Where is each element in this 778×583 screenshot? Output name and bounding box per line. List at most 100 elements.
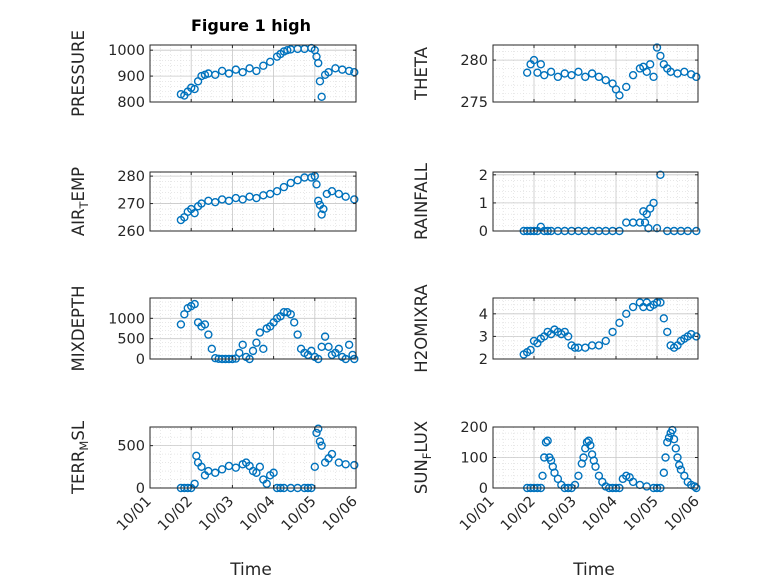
data-point bbox=[628, 302, 638, 312]
data-point bbox=[307, 346, 316, 356]
subplot-terr-msl: 0 500 10/01 10/02 10/03 10/04 10/05 10/06 TERRMS… bbox=[69, 420, 361, 534]
x-tick-label: 10/05 bbox=[279, 494, 320, 535]
y-axis-label: TERRMSL bbox=[69, 420, 91, 495]
data-point bbox=[197, 462, 206, 472]
data-point bbox=[259, 61, 268, 70]
data-point bbox=[661, 453, 670, 462]
subplot-air-temp: 260 270 280 AIRTEMP bbox=[69, 167, 359, 240]
data-point bbox=[615, 318, 624, 328]
x-tick-label: 10/04 bbox=[580, 494, 621, 535]
data-point bbox=[238, 340, 247, 349]
data-point bbox=[324, 342, 333, 351]
subplot-pressure: 800 900 1000 PRESSURE bbox=[69, 30, 359, 117]
data-point bbox=[341, 192, 350, 201]
y-tick-label: 2 bbox=[479, 352, 488, 368]
x-tick-label: 10/01 bbox=[114, 494, 155, 535]
data-point bbox=[586, 441, 595, 450]
x-tick-label: 10/02 bbox=[498, 494, 539, 535]
data-point bbox=[656, 51, 665, 61]
data-point bbox=[265, 57, 275, 67]
data-point bbox=[312, 428, 321, 438]
data-point bbox=[680, 471, 689, 480]
data-point bbox=[587, 69, 597, 78]
data-point bbox=[312, 180, 321, 189]
data-point bbox=[628, 70, 638, 80]
data-point bbox=[190, 299, 199, 309]
data-point bbox=[550, 468, 559, 477]
data-point bbox=[204, 330, 213, 339]
data-point bbox=[671, 444, 680, 453]
y-axis-label: H2OMIXRA bbox=[412, 284, 431, 373]
data-point bbox=[190, 208, 199, 218]
data-point bbox=[538, 471, 547, 480]
y-axis-label: SUNFLUX bbox=[412, 421, 434, 494]
series-terr-msl bbox=[176, 424, 359, 493]
series-air-temp bbox=[176, 171, 359, 225]
y-tick-label: 0 bbox=[479, 481, 488, 497]
data-point bbox=[628, 477, 638, 487]
data-point bbox=[570, 343, 580, 352]
data-point bbox=[635, 218, 645, 227]
data-point bbox=[584, 436, 593, 445]
y-tick-label: 270 bbox=[117, 197, 145, 213]
data-point bbox=[290, 318, 299, 327]
data-point bbox=[574, 471, 583, 480]
data-point bbox=[692, 332, 701, 341]
data-point bbox=[231, 463, 241, 472]
data-point bbox=[286, 310, 295, 319]
data-point bbox=[581, 72, 590, 82]
data-point bbox=[659, 314, 669, 323]
data-point bbox=[594, 72, 604, 82]
y-tick-label: 200 bbox=[460, 420, 488, 436]
axes-frame bbox=[492, 44, 699, 103]
data-point bbox=[344, 340, 354, 349]
data-point bbox=[540, 70, 549, 80]
data-point bbox=[656, 298, 665, 307]
data-point bbox=[248, 346, 258, 356]
data-point bbox=[190, 479, 199, 488]
y-tick-label: 280 bbox=[117, 169, 145, 185]
data-point bbox=[594, 471, 604, 480]
data-point bbox=[211, 70, 220, 79]
axes-frame bbox=[149, 297, 357, 360]
data-point bbox=[211, 468, 220, 477]
data-point bbox=[324, 68, 333, 77]
data-point bbox=[675, 460, 684, 470]
x-axis-label-right: Time bbox=[572, 560, 615, 580]
data-point bbox=[541, 438, 551, 447]
data-point bbox=[676, 465, 686, 474]
data-point bbox=[673, 453, 682, 462]
data-point bbox=[314, 58, 323, 68]
y-tick-label: 800 bbox=[117, 95, 145, 111]
x-tick-label: 10/04 bbox=[238, 494, 279, 535]
data-point bbox=[579, 453, 588, 462]
data-point bbox=[200, 320, 210, 329]
y-tick-label: 0 bbox=[136, 352, 145, 368]
data-point bbox=[283, 45, 292, 55]
subplot-h2omixra: 2 3 4 H2OMIXRA bbox=[412, 284, 701, 373]
data-point bbox=[553, 474, 563, 484]
x-tick-label: 10/01 bbox=[457, 494, 498, 535]
data-point bbox=[644, 223, 653, 233]
data-point bbox=[553, 72, 563, 82]
y-tick-label: 3 bbox=[479, 329, 488, 345]
figure-title: Figure 1 high bbox=[191, 16, 311, 35]
data-point bbox=[231, 65, 241, 74]
data-point bbox=[252, 468, 261, 477]
axes-background bbox=[150, 172, 356, 231]
y-tick-label: 260 bbox=[117, 224, 145, 240]
y-tick-label: 900 bbox=[117, 69, 145, 85]
x-tick-label: 10/03 bbox=[196, 494, 237, 535]
y-tick-label: 4 bbox=[479, 307, 488, 323]
data-point bbox=[529, 55, 539, 65]
data-point bbox=[692, 72, 701, 82]
data-point bbox=[265, 189, 275, 199]
data-point bbox=[649, 72, 658, 82]
data-point bbox=[642, 67, 651, 77]
data-point bbox=[190, 84, 199, 94]
y-tick-label: 2 bbox=[479, 168, 488, 184]
x-axis-label-left: Time bbox=[229, 560, 272, 580]
data-point bbox=[526, 345, 535, 355]
data-point bbox=[334, 344, 344, 354]
series-h2omixra bbox=[519, 298, 701, 359]
